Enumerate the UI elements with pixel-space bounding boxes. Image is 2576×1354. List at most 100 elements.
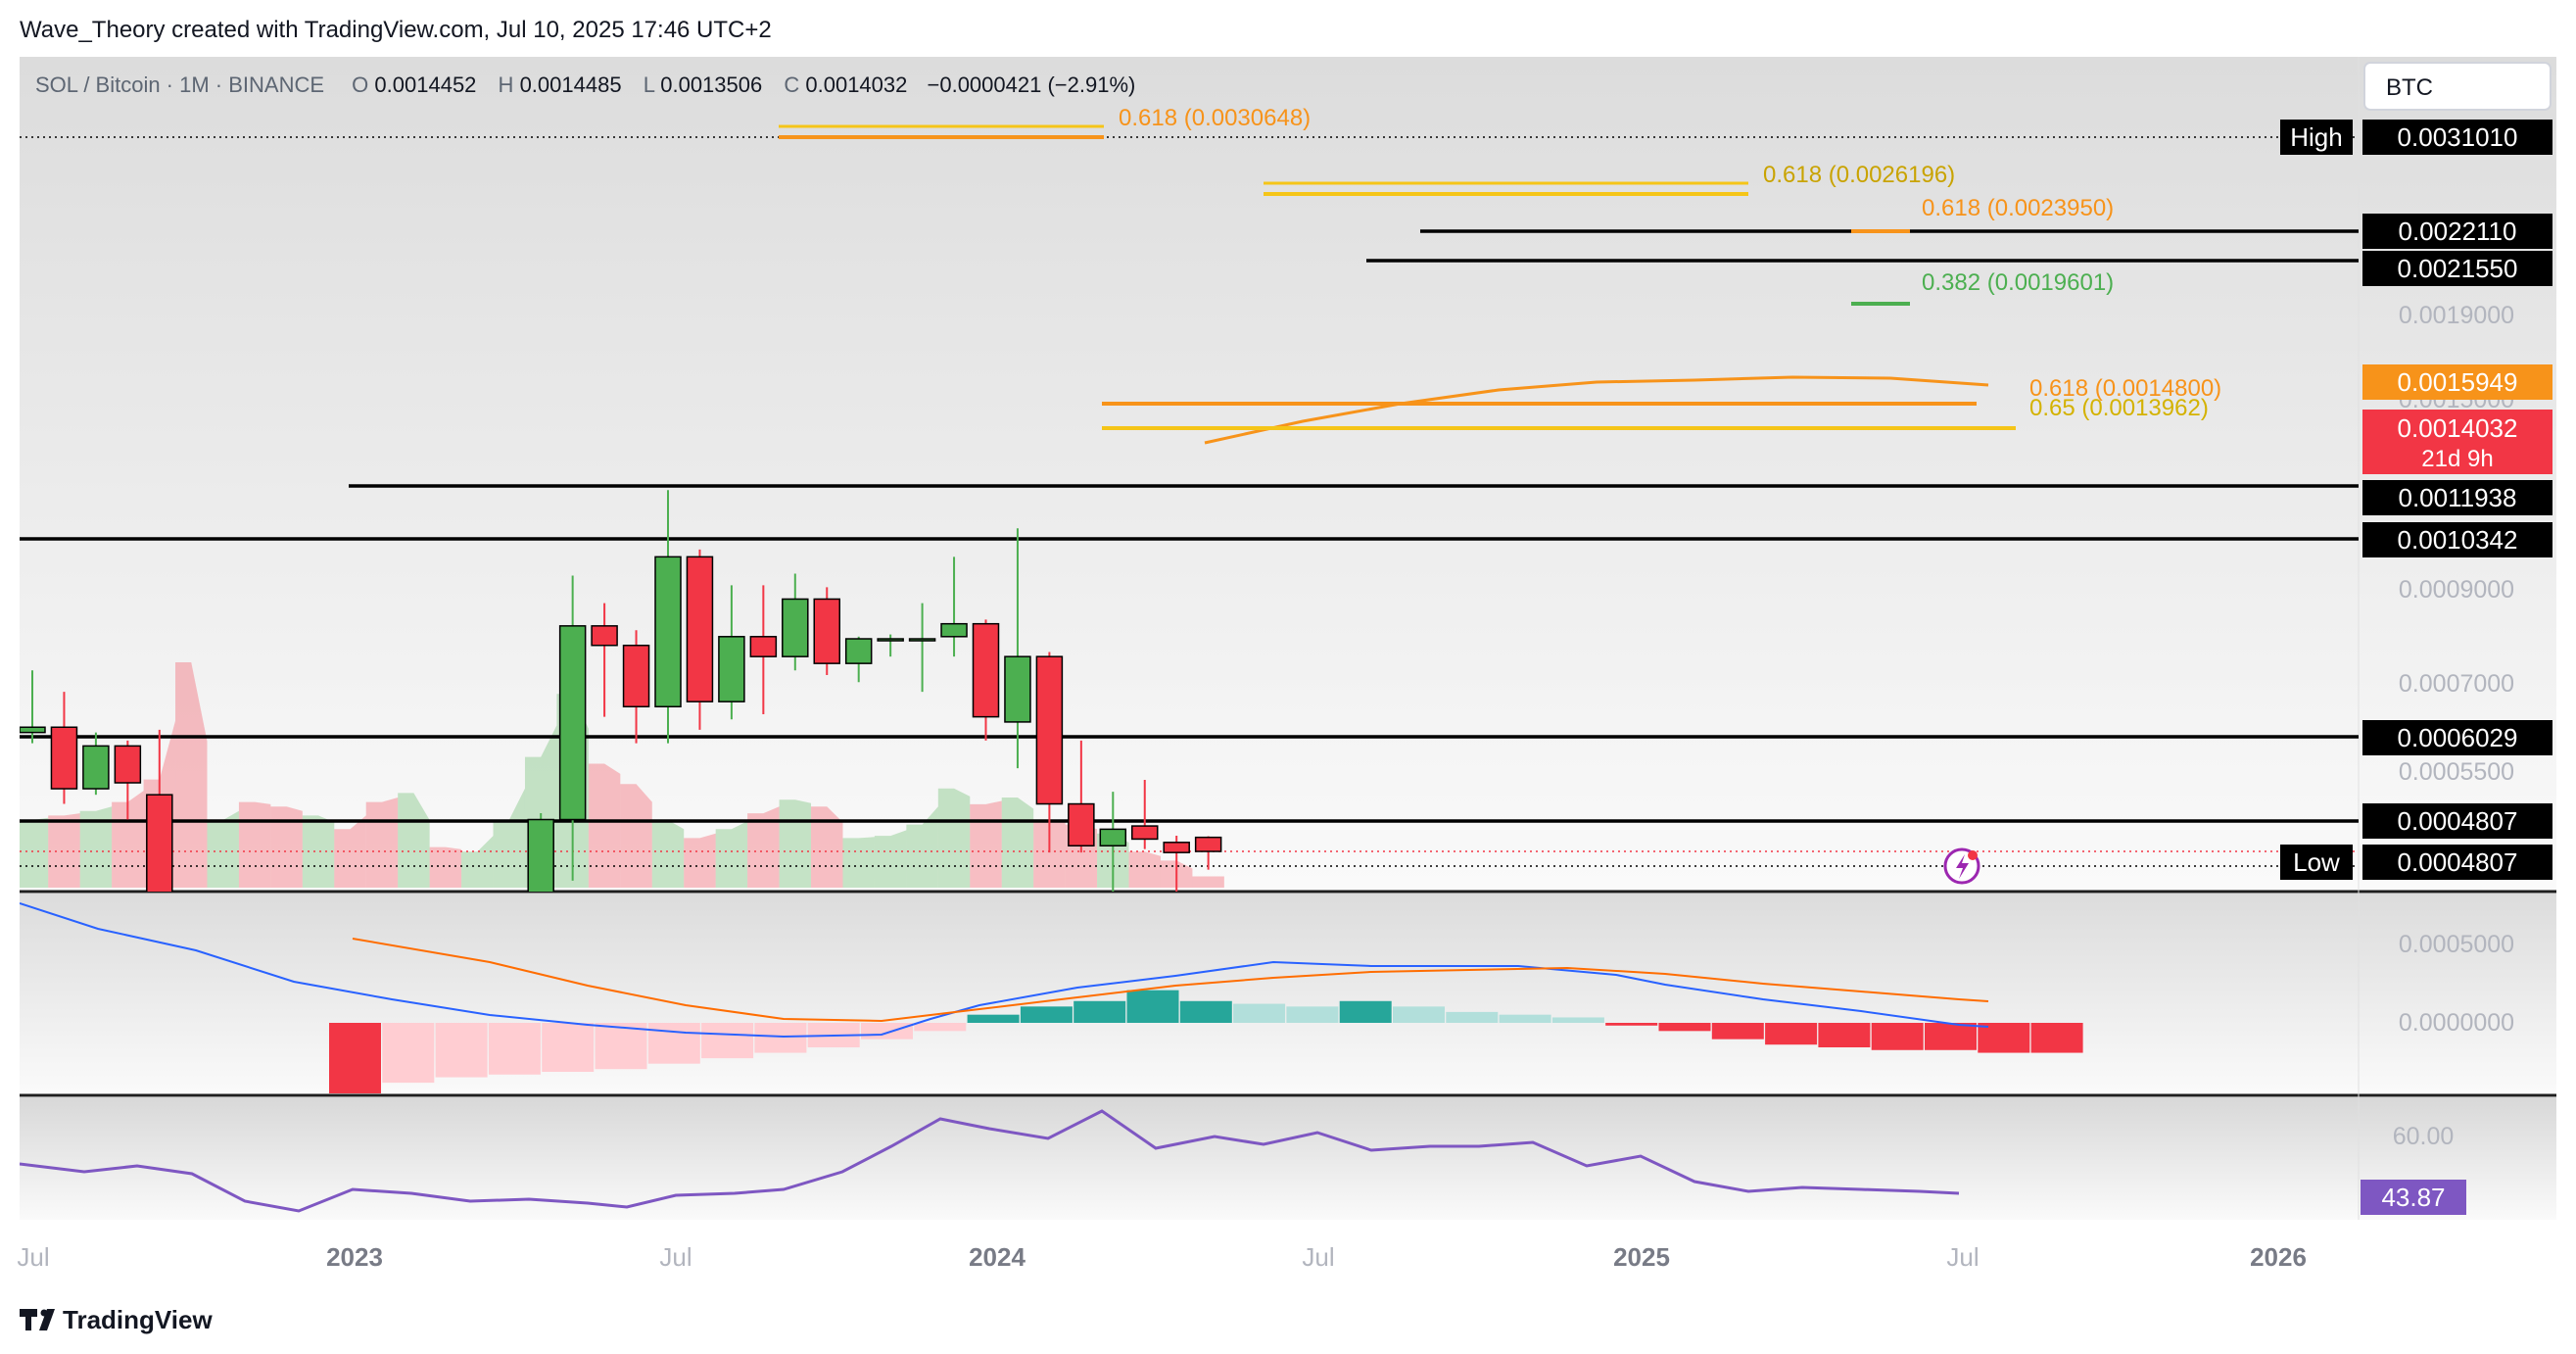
candle[interactable]: [686, 549, 714, 730]
countdown-label: 21d 9h: [2421, 446, 2493, 472]
macd-line[interactable]: [20, 902, 1989, 1039]
volume-bar: [207, 810, 239, 888]
macd-histogram-bar: [967, 1014, 1020, 1023]
candle[interactable]: [591, 603, 618, 717]
price-axis-label: 0.0005500: [2399, 758, 2514, 786]
volume-bar: [1128, 851, 1161, 888]
candle-body: [1035, 655, 1064, 805]
price-tag-label: 0.0021550: [2398, 254, 2518, 283]
candle-body: [908, 638, 936, 642]
price-tag-label: 0.0022110: [2399, 217, 2517, 246]
volume-bar: [365, 798, 399, 888]
volume-bar: [1033, 820, 1066, 888]
fib-label: 0.618 (0.0030648): [1119, 105, 1311, 131]
volume-bar: [20, 817, 49, 888]
candle[interactable]: [813, 587, 840, 676]
candle-body: [940, 622, 968, 638]
rsi-value-label: 43.87: [2381, 1183, 2445, 1212]
extreme-tag-label: Low: [2293, 847, 2340, 877]
time-axis-label: 2026: [2250, 1242, 2307, 1272]
macd-histogram-bar: [1711, 1023, 1764, 1040]
macd-histogram-bar: [861, 1023, 913, 1040]
volume-bar: [493, 788, 525, 888]
macd-histogram-bar: [595, 1023, 647, 1070]
candle[interactable]: [749, 585, 778, 715]
time-axis-label: Jul: [1302, 1242, 1334, 1272]
macd-histogram-bar: [1286, 1006, 1339, 1023]
candle[interactable]: [782, 573, 809, 671]
candle[interactable]: [940, 556, 968, 657]
current-price-label: 0.0014032: [2398, 413, 2518, 443]
extreme-tag: [2280, 845, 2353, 880]
legend-h-label: H: [499, 73, 514, 97]
macd-histogram-bar: [914, 1023, 967, 1032]
macd-signal-line[interactable]: [352, 938, 1989, 1023]
macd-histogram-bar: [1020, 1006, 1073, 1023]
price-tag-label: 0.0031010: [2398, 122, 2518, 152]
candle[interactable]: [654, 490, 682, 744]
header-credit: Wave_Theory created with TradingView.com…: [20, 17, 772, 43]
volume-bar: [398, 793, 430, 888]
volume-bar: [79, 806, 113, 888]
ma-price-tag: [2362, 364, 2552, 400]
macd-histogram-bar: [1446, 1011, 1499, 1023]
candle[interactable]: [877, 634, 904, 657]
legend-low: 0.0013506: [660, 73, 762, 97]
macd-histogram-bar: [1818, 1023, 1871, 1047]
candle-body: [20, 726, 46, 734]
candles: [20, 490, 1222, 1227]
ma-line[interactable]: [1204, 375, 1989, 445]
price-axis-label: 0.0009000: [2399, 576, 2514, 604]
tradingview-logo-icon: [20, 1309, 55, 1330]
price-tag-label: 0.0011938: [2399, 483, 2517, 512]
volume-bar: [747, 806, 780, 888]
candle[interactable]: [1068, 740, 1095, 853]
candle[interactable]: [1194, 836, 1222, 870]
macd-histogram-bar: [1765, 1023, 1818, 1045]
volume-bar: [779, 799, 812, 888]
price-tag: [2362, 720, 2552, 755]
candle[interactable]: [20, 670, 46, 744]
candle[interactable]: [114, 740, 142, 820]
candle[interactable]: [1035, 652, 1064, 853]
price-tag: [2362, 214, 2552, 249]
candle[interactable]: [558, 575, 587, 881]
candle-body: [146, 794, 173, 892]
candle[interactable]: [1099, 792, 1127, 906]
candle-body: [877, 638, 904, 642]
volume-bar: [1192, 876, 1224, 888]
volume-bar: [842, 837, 875, 888]
macd-axis-label: 0.0000000: [2399, 1009, 2514, 1037]
candle[interactable]: [50, 692, 78, 804]
macd-indicator: [20, 902, 2083, 1093]
candle-body: [749, 636, 778, 657]
candle-body: [114, 745, 142, 784]
volume-bar: [937, 788, 971, 888]
macd-histogram-bar: [754, 1023, 807, 1053]
candle[interactable]: [622, 630, 650, 744]
candle-body: [622, 644, 650, 708]
legend-open: 0.0014452: [374, 73, 476, 97]
candle[interactable]: [844, 636, 873, 683]
fib-label: 0.618 (0.0014800): [2029, 375, 2221, 402]
volume-bar: [429, 846, 462, 888]
candle[interactable]: [1004, 528, 1031, 769]
price-tag: [2362, 803, 2552, 839]
candle[interactable]: [527, 813, 554, 959]
price-tag: [2362, 845, 2552, 880]
candle[interactable]: [146, 729, 173, 1227]
candle[interactable]: [1131, 779, 1159, 849]
tradingview-logo[interactable]: TradingView: [20, 1305, 213, 1334]
macd-histogram-bar: [1339, 1000, 1392, 1023]
price-tag: [2362, 522, 2552, 557]
candle[interactable]: [82, 732, 110, 796]
rsi-line[interactable]: [20, 1109, 1960, 1213]
rsi-value-tag: [2361, 1180, 2466, 1215]
candle[interactable]: [908, 603, 936, 693]
lightning-icon[interactable]: [1943, 847, 1980, 885]
footer-brand: TradingView: [63, 1305, 213, 1334]
candle[interactable]: [718, 585, 745, 720]
candle[interactable]: [972, 619, 1000, 741]
currency-selector[interactable]: BTC: [2363, 62, 2552, 111]
candle[interactable]: [1163, 836, 1190, 922]
